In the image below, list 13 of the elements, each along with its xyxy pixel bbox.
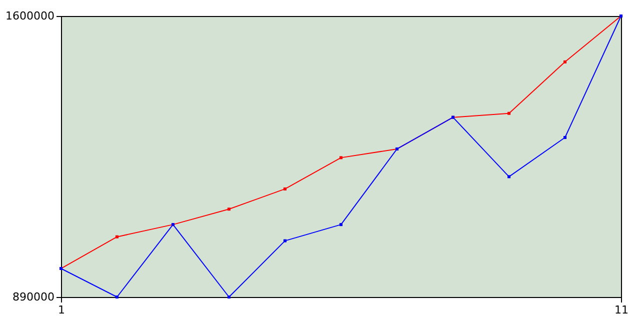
point xyxy=(228,208,230,211)
x-tick-label: 1 xyxy=(58,304,65,316)
y-tick-label: 1600000 xyxy=(6,10,54,22)
point xyxy=(508,112,510,115)
point xyxy=(284,187,286,190)
point xyxy=(564,60,566,64)
point xyxy=(340,223,342,226)
x-tick-label: 11 xyxy=(614,304,628,316)
point xyxy=(340,156,342,160)
y-tick-label: 890000 xyxy=(12,290,54,304)
point xyxy=(508,175,510,178)
point xyxy=(284,239,286,242)
point xyxy=(116,235,118,238)
